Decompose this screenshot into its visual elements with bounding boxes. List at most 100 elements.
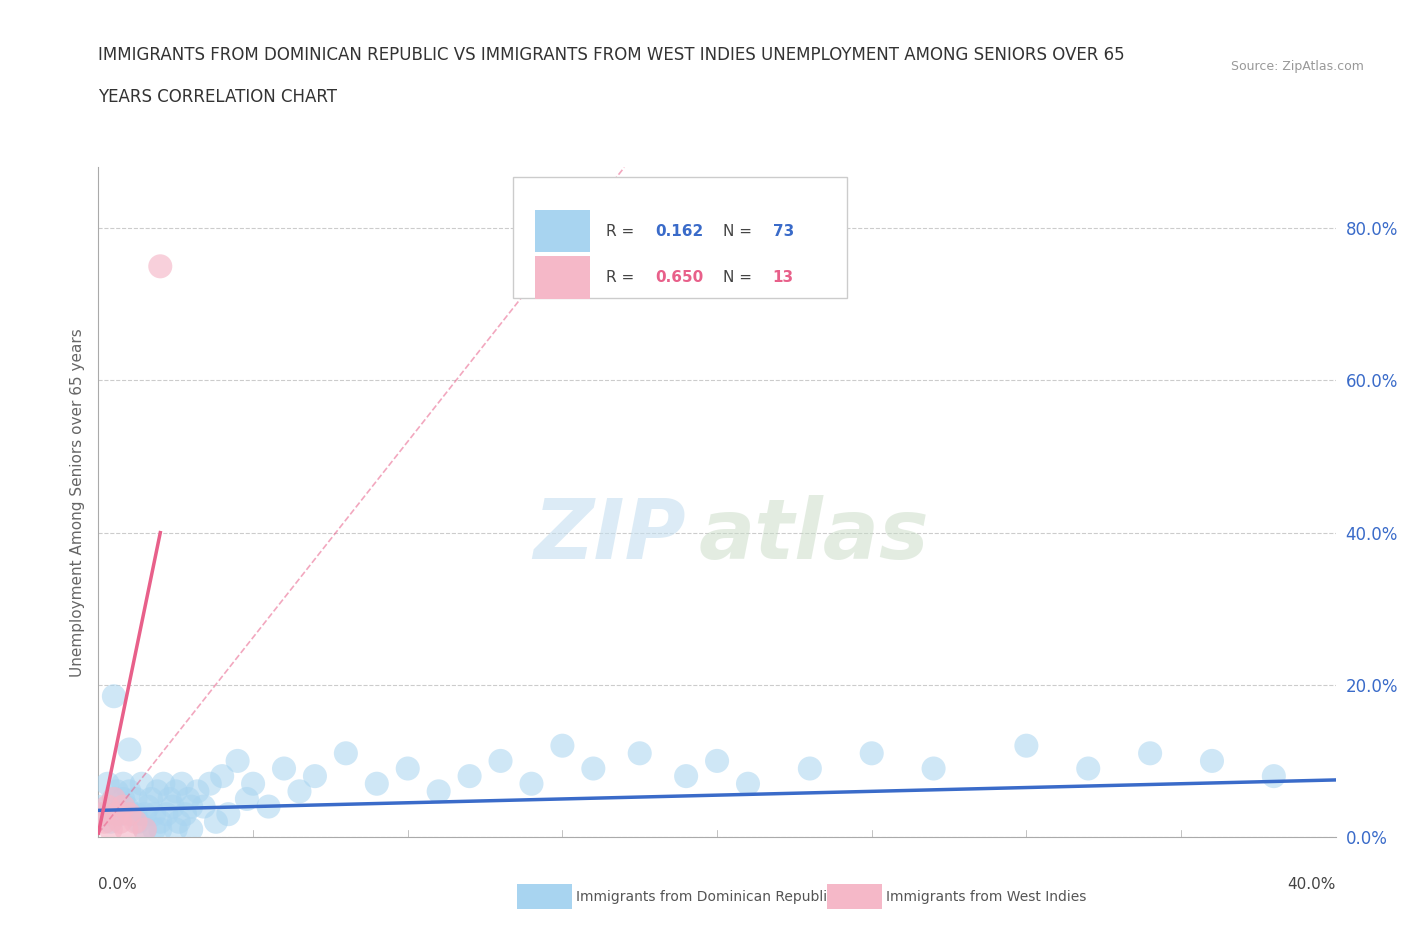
Y-axis label: Unemployment Among Seniors over 65 years: Unemployment Among Seniors over 65 years — [69, 328, 84, 677]
Point — [90, 806, 112, 821]
Point — [115, 822, 138, 837]
Point — [97, 777, 120, 791]
Point — [112, 799, 135, 814]
Point — [143, 806, 166, 821]
Point — [304, 769, 326, 784]
Point — [134, 822, 156, 837]
Point — [226, 753, 249, 768]
Point — [112, 791, 135, 806]
Text: Immigrants from West Indies: Immigrants from West Indies — [886, 890, 1087, 905]
Point — [1015, 738, 1038, 753]
Point — [1263, 769, 1285, 784]
Point — [134, 806, 156, 821]
Text: R =: R = — [606, 223, 638, 238]
Point — [427, 784, 450, 799]
Point — [124, 815, 146, 830]
Text: N =: N = — [723, 223, 756, 238]
Point — [551, 738, 574, 753]
Point — [159, 791, 181, 806]
Point — [149, 815, 172, 830]
Point — [1201, 753, 1223, 768]
Text: 40.0%: 40.0% — [1288, 877, 1336, 892]
Point — [149, 822, 172, 837]
Point — [100, 815, 122, 830]
Point — [1077, 761, 1099, 776]
Point — [108, 815, 131, 830]
Point — [174, 806, 197, 821]
Point — [124, 806, 146, 821]
Point — [211, 769, 233, 784]
Point — [146, 784, 169, 799]
Point — [118, 742, 141, 757]
Point — [217, 806, 239, 821]
Point — [180, 799, 202, 814]
Text: 0.162: 0.162 — [655, 223, 703, 238]
Text: R =: R = — [606, 271, 638, 286]
Point — [335, 746, 357, 761]
Point — [737, 777, 759, 791]
Point — [628, 746, 651, 761]
Point — [131, 777, 153, 791]
Text: ZIP: ZIP — [533, 495, 686, 577]
Point — [108, 806, 131, 821]
Text: atlas: atlas — [699, 495, 929, 577]
Text: YEARS CORRELATION CHART: YEARS CORRELATION CHART — [98, 88, 337, 106]
Point — [139, 791, 162, 806]
Point — [162, 799, 184, 814]
Point — [257, 799, 280, 814]
Text: IMMIGRANTS FROM DOMINICAN REPUBLIC VS IMMIGRANTS FROM WEST INDIES UNEMPLOYMENT A: IMMIGRANTS FROM DOMINICAN REPUBLIC VS IM… — [98, 46, 1125, 64]
Point — [177, 791, 200, 806]
Point — [1139, 746, 1161, 761]
Point — [165, 784, 187, 799]
Point — [149, 259, 172, 273]
Point — [93, 815, 115, 830]
Point — [799, 761, 821, 776]
Point — [520, 777, 543, 791]
Point — [124, 791, 146, 806]
Point — [198, 777, 221, 791]
Point — [105, 784, 128, 799]
Point — [134, 822, 156, 837]
Point — [90, 799, 112, 814]
FancyBboxPatch shape — [513, 178, 846, 298]
Point — [100, 822, 122, 837]
Point — [155, 806, 177, 821]
Point — [103, 689, 125, 704]
Point — [860, 746, 883, 761]
Text: 0.650: 0.650 — [655, 271, 703, 286]
Point — [170, 777, 193, 791]
Point — [112, 777, 135, 791]
Point — [93, 806, 115, 821]
Text: N =: N = — [723, 271, 756, 286]
Point — [121, 806, 143, 821]
Point — [136, 799, 159, 814]
Point — [118, 806, 141, 821]
Point — [242, 777, 264, 791]
Text: Immigrants from Dominican Republic: Immigrants from Dominican Republic — [576, 890, 835, 905]
Point — [167, 815, 190, 830]
Text: 73: 73 — [773, 223, 794, 238]
Point — [103, 791, 125, 806]
Text: Source: ZipAtlas.com: Source: ZipAtlas.com — [1230, 60, 1364, 73]
Point — [143, 822, 166, 837]
Point — [489, 753, 512, 768]
Point — [675, 769, 697, 784]
Point — [152, 777, 174, 791]
Point — [288, 784, 311, 799]
FancyBboxPatch shape — [536, 257, 589, 299]
Point — [180, 822, 202, 837]
Text: 0.0%: 0.0% — [98, 877, 138, 892]
Point — [706, 753, 728, 768]
Point — [186, 784, 208, 799]
Point — [922, 761, 945, 776]
Point — [165, 822, 187, 837]
Point — [118, 784, 141, 799]
Point — [193, 799, 215, 814]
Point — [458, 769, 481, 784]
Point — [97, 799, 120, 814]
Point — [396, 761, 419, 776]
Point — [205, 815, 228, 830]
Point — [115, 799, 138, 814]
Point — [273, 761, 295, 776]
Point — [128, 815, 150, 830]
